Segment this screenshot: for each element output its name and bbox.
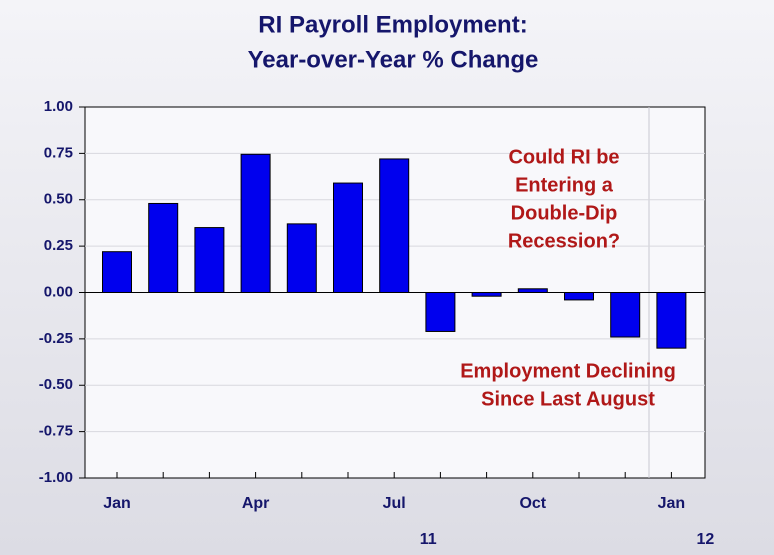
y-tick-label: 0.25 xyxy=(44,237,73,254)
annotation: Double-Dip xyxy=(511,202,618,224)
bar xyxy=(240,153,271,293)
annotation: Entering a xyxy=(515,174,614,196)
y-tick-label: -0.50 xyxy=(39,376,73,393)
y-tick-label: -0.25 xyxy=(39,330,73,347)
x-tick-label: Apr xyxy=(242,495,270,512)
chart-title: Year-over-Year % Change xyxy=(248,46,539,73)
bar xyxy=(610,292,641,338)
bar xyxy=(656,292,687,349)
annotation: Employment Declining xyxy=(460,360,676,382)
bar xyxy=(471,292,502,297)
y-tick-label: 0.50 xyxy=(44,191,73,208)
x-year-label: 11 xyxy=(420,531,437,548)
bar xyxy=(148,202,179,294)
x-tick-label: Jul xyxy=(383,495,406,512)
y-tick-label: 1.00 xyxy=(44,98,73,115)
y-tick-label: -0.75 xyxy=(39,423,73,440)
bar xyxy=(102,251,132,294)
bar xyxy=(425,292,456,332)
bar xyxy=(379,158,410,293)
bar xyxy=(194,227,225,293)
bar xyxy=(517,288,548,294)
bar xyxy=(286,223,317,294)
annotation: Recession? xyxy=(508,230,620,252)
x-year-label: 12 xyxy=(697,531,715,548)
annotation: Since Last August xyxy=(481,388,655,410)
bar xyxy=(564,292,594,301)
y-tick-label: 0.75 xyxy=(44,144,73,161)
x-tick-label: Jan xyxy=(658,495,686,512)
x-tick-label: Jan xyxy=(103,495,131,512)
bar xyxy=(333,182,363,293)
y-tick-label: -1.00 xyxy=(39,469,73,486)
x-tick-label: Oct xyxy=(519,495,546,512)
annotation: Could RI be xyxy=(508,146,619,168)
y-tick-label: 0.00 xyxy=(44,283,73,300)
chart-title: RI Payroll Employment: xyxy=(258,11,527,38)
